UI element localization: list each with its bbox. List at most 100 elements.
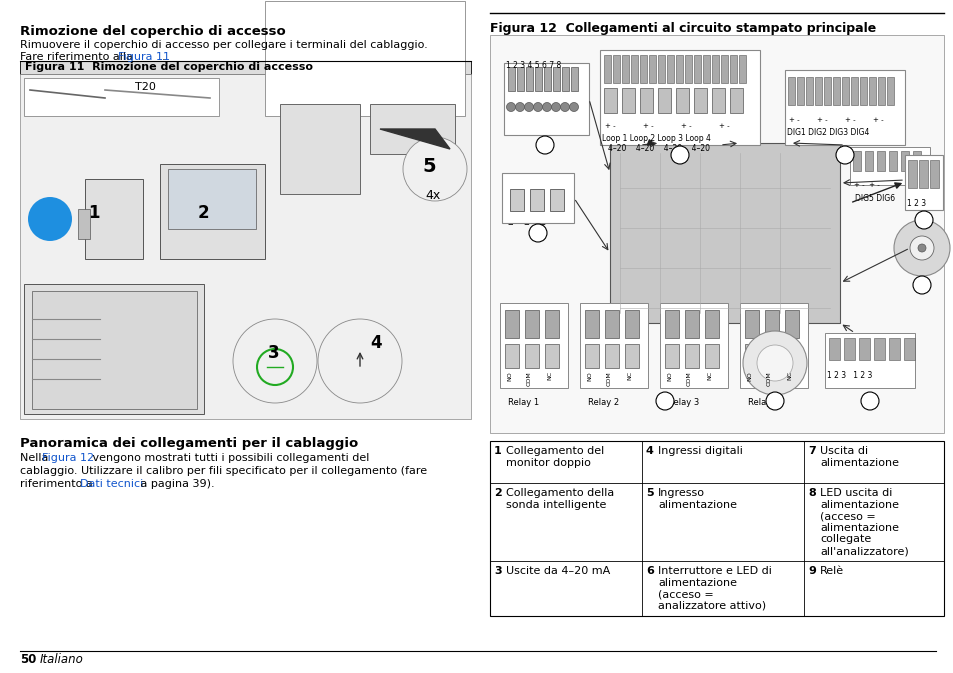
Text: !: ! (44, 209, 53, 229)
Bar (702, 55, 709, 83)
Bar (507, 67, 515, 91)
Bar (873, 338, 884, 360)
Bar (864, 151, 872, 171)
Text: NO: NO (666, 371, 671, 381)
Bar (658, 55, 664, 83)
Bar (603, 55, 610, 83)
Text: 4x: 4x (424, 189, 439, 202)
Text: 5: 5 (645, 488, 653, 498)
Bar (530, 189, 543, 211)
Text: Rimozione del coperchio di accesso: Rimozione del coperchio di accesso (20, 25, 286, 38)
Bar (553, 67, 559, 91)
Bar (609, 143, 840, 323)
Bar (787, 77, 794, 105)
Circle shape (757, 345, 792, 381)
Bar (561, 67, 568, 91)
Text: + -: + - (844, 117, 855, 123)
Circle shape (533, 102, 542, 112)
Text: NO: NO (586, 371, 592, 381)
Text: .: . (162, 52, 166, 62)
Bar (684, 344, 699, 368)
Text: 3: 3 (268, 344, 279, 362)
Bar (524, 310, 538, 338)
Bar (78, 209, 90, 239)
Bar (859, 77, 866, 105)
Text: 50: 50 (20, 653, 36, 666)
Bar (784, 70, 904, 145)
Bar (814, 77, 821, 105)
Text: 3: 3 (494, 566, 501, 576)
Bar (517, 67, 523, 91)
Bar (704, 310, 719, 338)
Bar (824, 333, 914, 388)
Bar (524, 344, 538, 368)
Bar (630, 55, 638, 83)
Bar (621, 88, 635, 113)
Bar (912, 151, 920, 171)
Text: Nella: Nella (20, 453, 51, 463)
Bar (370, 104, 455, 154)
Text: 2: 2 (541, 140, 548, 150)
Text: 5: 5 (421, 157, 436, 176)
Text: + -: + - (788, 117, 799, 123)
Text: 9: 9 (661, 396, 667, 406)
Text: T20: T20 (135, 82, 155, 92)
Text: NO: NO (746, 371, 751, 381)
Bar (24, 78, 219, 116)
Text: Interruttore e LED di
alimentazione
(acceso =
analizzatore attivo): Interruttore e LED di alimentazione (acc… (658, 566, 771, 611)
Text: Panoramica dei collegamenti per il cablaggio: Panoramica dei collegamenti per il cabla… (20, 437, 358, 450)
Bar (805, 77, 812, 105)
Bar (850, 77, 857, 105)
Text: + -  + -: + - + - (853, 182, 879, 188)
Bar (684, 310, 699, 338)
Bar (823, 77, 830, 105)
Bar (490, 35, 943, 433)
Text: 1 2 3 4 5 6 7 8: 1 2 3 4 5 6 7 8 (505, 61, 560, 70)
Bar (599, 50, 760, 145)
Bar (584, 344, 598, 368)
Bar (603, 88, 617, 113)
Bar (571, 67, 578, 91)
Bar (676, 88, 688, 113)
Text: 1: 1 (494, 446, 501, 456)
Bar (24, 284, 204, 414)
Circle shape (317, 319, 401, 403)
Text: 1 2 3   1 2 3: 1 2 3 1 2 3 (826, 371, 871, 380)
Text: Figura 11: Figura 11 (118, 52, 170, 62)
Circle shape (506, 102, 515, 112)
Text: + -: + - (816, 117, 827, 123)
Text: DIG5 DIG6: DIG5 DIG6 (854, 194, 894, 203)
Bar (265, 1, 464, 116)
Text: NO: NO (506, 371, 512, 381)
Bar (613, 55, 619, 83)
Bar (888, 338, 899, 360)
Circle shape (560, 102, 569, 112)
Text: Fare riferimento alla: Fare riferimento alla (20, 52, 136, 62)
Bar (604, 344, 618, 368)
Text: 2: 2 (494, 488, 501, 498)
Text: Uscita di
alimentazione: Uscita di alimentazione (820, 446, 898, 468)
Bar (843, 338, 854, 360)
Text: –   –   –: – – – (507, 219, 545, 229)
Bar (784, 310, 799, 338)
Text: 6: 6 (918, 280, 924, 290)
Bar (888, 151, 896, 171)
Text: + -: + - (719, 123, 729, 129)
Text: Relay 4: Relay 4 (747, 398, 779, 407)
Text: 5: 5 (920, 215, 926, 225)
Text: COM: COM (686, 371, 691, 386)
Bar (693, 55, 700, 83)
Bar (886, 77, 893, 105)
Bar (841, 77, 848, 105)
Text: Relay 3: Relay 3 (667, 398, 699, 407)
Text: Relè: Relè (820, 566, 843, 576)
Text: Ingressi digitali: Ingressi digitali (658, 446, 742, 456)
Circle shape (670, 146, 688, 164)
Text: 4: 4 (645, 446, 653, 456)
Bar (744, 344, 759, 368)
Bar (525, 67, 533, 91)
Bar (20, 74, 471, 419)
Circle shape (914, 211, 932, 229)
Text: NC: NC (626, 371, 631, 380)
Bar (345, 339, 375, 389)
